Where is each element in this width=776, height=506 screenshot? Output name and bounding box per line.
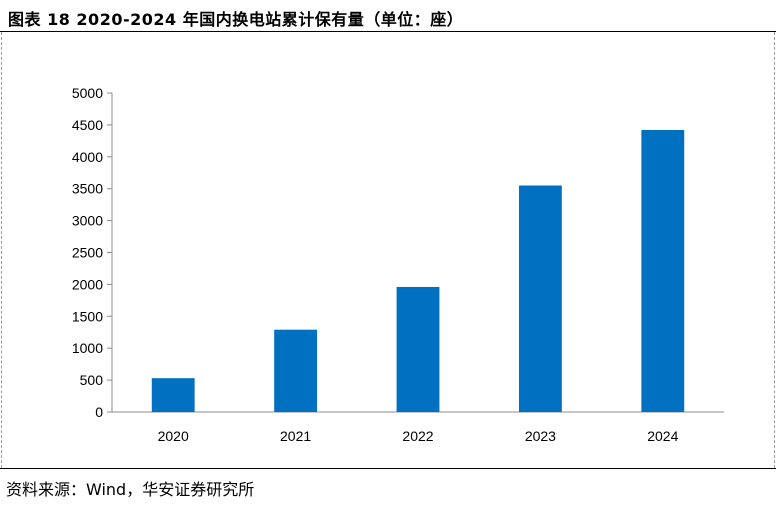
y-tick-label: 3000 xyxy=(72,213,103,229)
x-axis: 2020 2021 2022 2023 2024 xyxy=(112,411,724,444)
source-note: 资料来源：Wind，华安证券研究所 xyxy=(6,480,255,499)
y-tick-label: 1500 xyxy=(72,308,103,324)
bar-2024 xyxy=(641,130,685,412)
y-tick-label: 2000 xyxy=(72,276,103,292)
bars xyxy=(151,130,685,412)
bar-2023 xyxy=(518,185,562,412)
frame-right-border xyxy=(774,32,775,468)
y-tick-label: 5000 xyxy=(72,85,103,101)
x-tick-label: 2022 xyxy=(402,428,433,444)
bar-2022 xyxy=(396,286,440,412)
figure-number: 图表 18 xyxy=(8,10,71,29)
y-tick-label: 4500 xyxy=(72,117,103,133)
x-tick-label: 2020 xyxy=(158,428,189,444)
title-bar: 图表 18 2020-2024 年国内换电站累计保有量（单位：座） xyxy=(0,0,776,32)
footer-rule xyxy=(0,468,776,469)
y-tick-label: 500 xyxy=(80,372,104,388)
x-tick-label: 2021 xyxy=(280,428,311,444)
figure-title-text: 2020-2024 年国内换电站累计保有量（单位：座） xyxy=(76,10,464,29)
figure-title: 图表 18 2020-2024 年国内换电站累计保有量（单位：座） xyxy=(8,6,463,30)
x-tick-label: 2024 xyxy=(647,428,678,444)
y-tick-label: 0 xyxy=(95,404,103,420)
y-axis: 0 500 1000 1500 2000 2500 3000 3500 4000 4500 5000 xyxy=(72,85,113,420)
frame-left-border xyxy=(1,32,2,468)
y-tick-label: 4000 xyxy=(72,149,103,165)
bar-2021 xyxy=(274,329,318,412)
x-tick-label: 2023 xyxy=(525,428,556,444)
y-tick-label: 1000 xyxy=(72,340,103,356)
bar-2020 xyxy=(151,378,195,412)
y-tick-label: 3500 xyxy=(72,181,103,197)
y-tick-label: 2500 xyxy=(72,245,103,261)
